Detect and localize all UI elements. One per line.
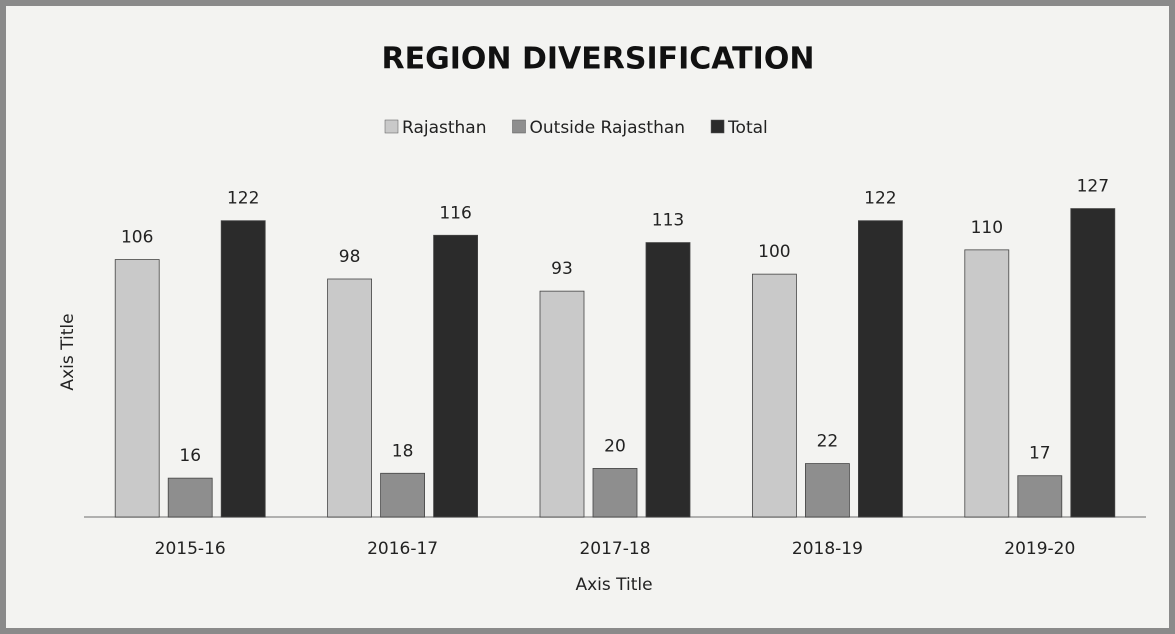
bar [592,468,638,518]
bar [167,477,213,518]
data-label: 113 [652,211,684,231]
bar [858,220,903,518]
bar [1070,208,1116,518]
bar [752,273,797,518]
data-label: 116 [439,203,471,223]
data-label: 98 [339,247,361,267]
bar [114,259,160,518]
y-axis-title: Axis Title [58,313,78,390]
data-label: 122 [227,189,259,209]
data-label: 16 [179,446,201,466]
data-label: 100 [758,242,790,262]
data-label: 22 [817,432,839,452]
bar [380,472,426,518]
data-label: 106 [121,228,153,248]
legend-swatch [384,119,399,134]
legend-label: Total [727,118,768,138]
chart-title: REGION DIVERSIFICATION [382,42,815,77]
legend-label: Outside Rajasthan [530,118,686,138]
x-axis-title: Axis Title [575,575,652,595]
bar [327,278,373,518]
data-label: 122 [864,189,896,209]
bar [964,249,1010,518]
bar [1017,475,1063,518]
x-tick-label: 2015-16 [155,539,226,559]
data-label: 20 [604,436,626,456]
bar [220,220,266,518]
data-label: 93 [551,259,573,279]
data-label: 18 [392,441,414,461]
bar [539,290,585,518]
data-label: 17 [1029,444,1051,464]
legend-swatch [512,119,526,134]
data-label: 110 [971,218,1003,238]
bar [433,234,479,518]
legend-swatch [710,119,725,134]
x-tick-label: 2017-18 [579,539,650,559]
x-tick-label: 2016-17 [367,539,438,559]
bar [645,242,691,518]
x-tick-label: 2018-19 [792,539,863,559]
x-tick-label: 2019-20 [1004,539,1075,559]
bar [805,463,850,518]
data-label: 127 [1077,177,1109,197]
legend-label: Rajasthan [402,118,487,138]
